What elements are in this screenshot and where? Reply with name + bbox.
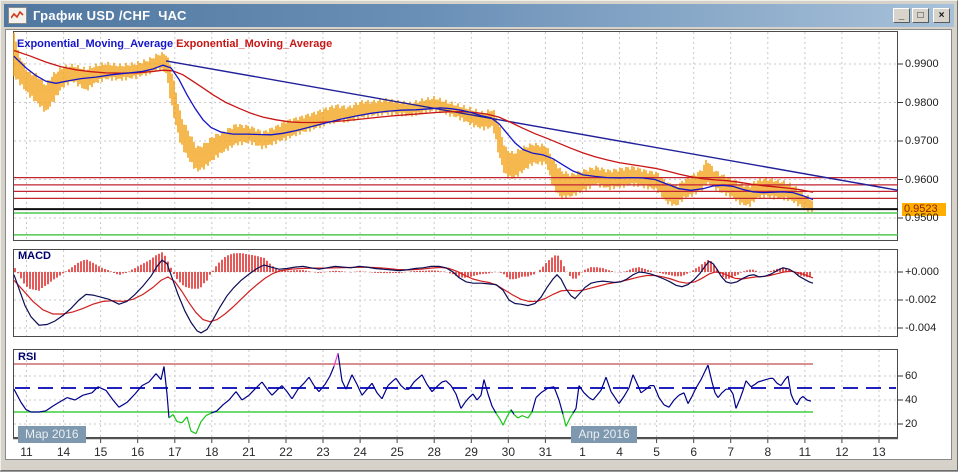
macd-signal-line <box>13 266 814 323</box>
window-title: График USD /CHF ЧАС <box>33 8 187 23</box>
axis-tick-stubs <box>897 63 903 425</box>
maximize-button[interactable]: □ <box>912 8 929 23</box>
rsi-line-oversold-segment <box>168 409 574 435</box>
rsi-line-overbought-segment <box>333 353 339 367</box>
minimize-button[interactable]: _ <box>893 8 910 23</box>
ema-slow-line <box>13 49 814 193</box>
macd-main-line <box>13 259 814 334</box>
x-axis-ticks <box>26 439 880 443</box>
descending-trendline <box>165 60 899 191</box>
macd-panel <box>13 249 898 337</box>
window-controls: _ □ × <box>893 8 950 23</box>
chart-icon <box>8 7 27 24</box>
ema-fast-line <box>13 55 814 201</box>
grid-lines <box>14 32 897 437</box>
window-titlebar: График USD /CHF ЧАС _ □ × <box>4 4 954 27</box>
close-button[interactable]: × <box>933 8 950 23</box>
